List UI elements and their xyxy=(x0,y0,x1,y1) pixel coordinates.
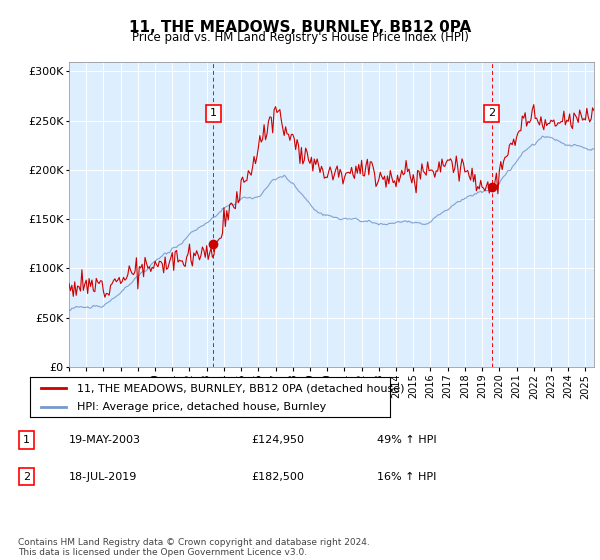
Text: 18-JUL-2019: 18-JUL-2019 xyxy=(69,472,137,482)
Text: 2: 2 xyxy=(488,109,495,119)
Text: 2: 2 xyxy=(23,472,30,482)
Text: Price paid vs. HM Land Registry's House Price Index (HPI): Price paid vs. HM Land Registry's House … xyxy=(131,31,469,44)
Text: 11, THE MEADOWS, BURNLEY, BB12 0PA: 11, THE MEADOWS, BURNLEY, BB12 0PA xyxy=(129,20,471,35)
Text: 1: 1 xyxy=(23,435,30,445)
Text: £124,950: £124,950 xyxy=(251,435,304,445)
Text: 1: 1 xyxy=(210,109,217,119)
Text: HPI: Average price, detached house, Burnley: HPI: Average price, detached house, Burn… xyxy=(77,402,326,412)
Text: 49% ↑ HPI: 49% ↑ HPI xyxy=(377,435,436,445)
Text: Contains HM Land Registry data © Crown copyright and database right 2024.
This d: Contains HM Land Registry data © Crown c… xyxy=(18,538,370,557)
Text: £182,500: £182,500 xyxy=(251,472,304,482)
Text: 16% ↑ HPI: 16% ↑ HPI xyxy=(377,472,436,482)
Text: 19-MAY-2003: 19-MAY-2003 xyxy=(69,435,141,445)
Text: 11, THE MEADOWS, BURNLEY, BB12 0PA (detached house): 11, THE MEADOWS, BURNLEY, BB12 0PA (deta… xyxy=(77,383,404,393)
